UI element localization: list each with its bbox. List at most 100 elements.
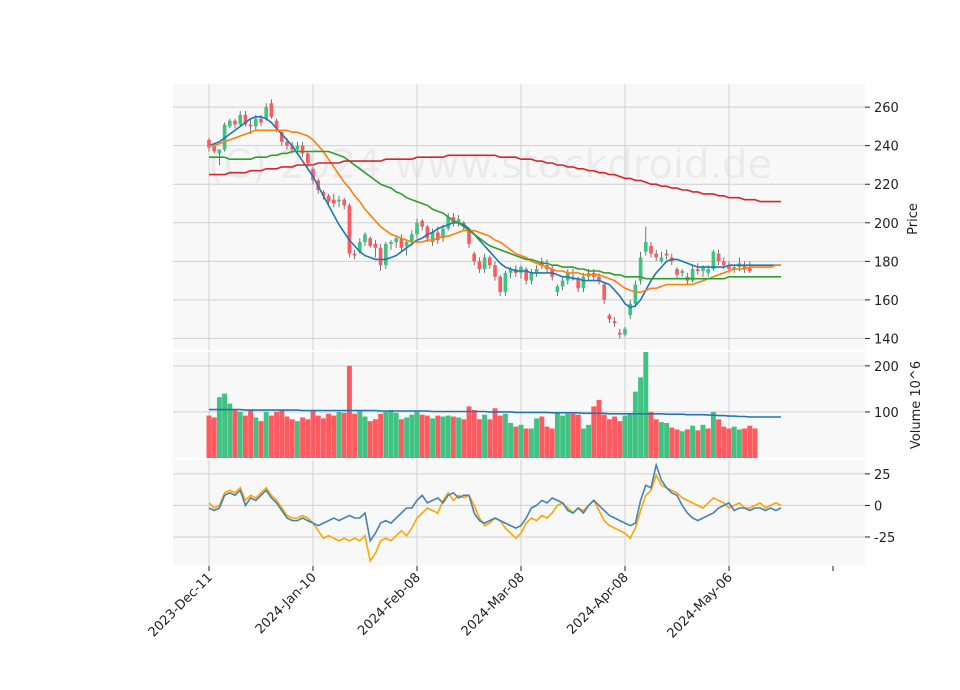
candle	[243, 110, 248, 127]
candle-body	[597, 276, 601, 281]
candle-body	[300, 145, 305, 154]
candle	[342, 197, 347, 210]
price-moving-average	[209, 129, 781, 294]
volume-bar	[440, 416, 446, 458]
candle-body	[253, 118, 258, 127]
candle-body	[519, 267, 523, 273]
volume-bar	[263, 411, 269, 458]
candle-body	[695, 269, 700, 271]
candle	[279, 130, 284, 146]
candle-body	[659, 257, 664, 262]
volume-bar	[544, 426, 550, 458]
candle-body	[664, 253, 669, 256]
volume-bar	[326, 413, 332, 458]
volume-bar	[742, 428, 748, 458]
candle-body	[716, 253, 721, 262]
candle-body	[612, 321, 617, 324]
volume-bar	[575, 414, 581, 458]
volume-bar	[461, 419, 467, 458]
candle	[456, 215, 461, 227]
volume-bar	[367, 421, 373, 458]
candle-body	[649, 245, 653, 254]
candle	[659, 251, 664, 264]
volume-bar	[601, 414, 607, 458]
candle-body	[217, 149, 222, 154]
volume-bar	[648, 411, 654, 458]
candle	[560, 276, 565, 291]
candle-body	[487, 257, 492, 266]
candle-body	[493, 265, 497, 277]
panel-background	[173, 84, 865, 350]
candle-body	[295, 145, 300, 150]
volume-bar	[227, 403, 233, 458]
candle-body	[623, 328, 627, 335]
volume-bar	[274, 411, 280, 458]
price-axis-label: Price	[906, 203, 921, 235]
candle	[695, 263, 700, 275]
volume-bar	[216, 397, 222, 458]
volume-bar	[430, 418, 436, 458]
candle-body	[279, 132, 284, 142]
candle-body	[747, 267, 752, 271]
candle-body	[383, 243, 388, 266]
y-tick-label: 200	[874, 360, 899, 375]
candle-body	[394, 238, 399, 243]
candle	[602, 282, 607, 304]
volume-bar	[331, 415, 337, 458]
volume-bar	[310, 410, 316, 458]
volume-bar	[736, 429, 742, 458]
x-tick-label: 2024-May-06	[665, 570, 736, 641]
volume-bar	[690, 425, 696, 458]
candle-body	[378, 247, 383, 266]
candle-body	[571, 276, 575, 279]
volume-bar	[258, 421, 264, 458]
volume-axis-label: Volume 10^6	[909, 361, 924, 449]
candle	[378, 243, 383, 271]
volume-bar	[388, 410, 394, 458]
volume-bar	[268, 415, 274, 458]
candle-body	[290, 145, 295, 150]
x-tick-label: 2024-Feb-08	[355, 570, 424, 639]
candle	[607, 313, 612, 324]
y-tick-label: 25	[874, 468, 891, 483]
volume-bar	[622, 415, 628, 458]
volume-bar	[383, 411, 389, 458]
y-tick-label: 220	[874, 178, 899, 193]
volume-bar	[404, 417, 410, 458]
candle-body	[264, 107, 269, 119]
price-moving-average	[209, 150, 781, 280]
candle	[269, 99, 274, 119]
candle-body	[331, 199, 336, 204]
candle-body	[207, 139, 211, 148]
candle-body	[727, 265, 731, 270]
candle-body	[415, 222, 419, 235]
volume-bar	[726, 428, 732, 458]
candle-body	[690, 269, 695, 281]
candle-body	[248, 124, 253, 127]
volume-bar	[684, 429, 690, 458]
candle-body	[602, 284, 607, 300]
candle	[238, 110, 243, 127]
volume-bar	[362, 416, 368, 458]
candle	[352, 249, 357, 260]
candle-body	[342, 199, 347, 206]
volume-bar	[492, 408, 498, 458]
x-tick-label: 2024-Mar-08	[459, 570, 528, 639]
candle	[555, 284, 560, 297]
volume-bar	[300, 417, 306, 458]
candle-body	[482, 257, 487, 270]
candle-body	[430, 232, 435, 243]
volume-bar	[596, 399, 602, 458]
volume-bar	[638, 377, 644, 458]
candle	[326, 193, 331, 206]
candle	[675, 267, 679, 279]
volume-bar	[471, 410, 477, 458]
candle	[690, 265, 695, 283]
candle	[623, 326, 627, 337]
candle	[654, 249, 659, 262]
candle-body	[238, 114, 243, 125]
y-tick-label: -25	[874, 531, 895, 546]
candle	[467, 228, 471, 248]
candle	[363, 232, 367, 246]
